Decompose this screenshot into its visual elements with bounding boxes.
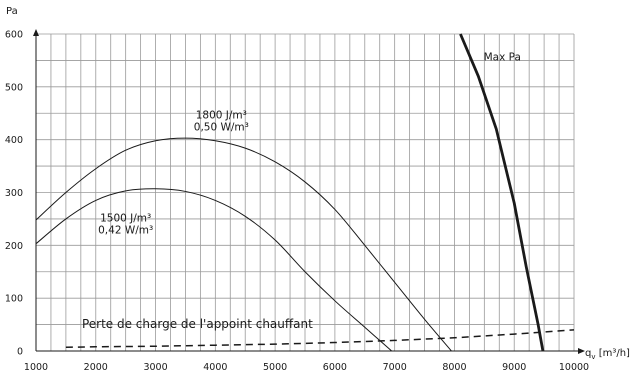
series-line-2 <box>35 188 393 352</box>
y-tick-label: 500 <box>5 82 23 93</box>
series-line-3 <box>459 33 545 352</box>
annotation-4: Perte de charge de l'appoint chauffant <box>82 317 313 331</box>
x-tick-label: 10000 <box>559 362 589 373</box>
series-lines <box>35 33 575 352</box>
x-tick-label: 2000 <box>84 362 108 373</box>
y-axis-label: Pa <box>6 6 18 17</box>
y-tick-label: 100 <box>5 294 23 305</box>
y-tick-label: 600 <box>5 30 23 41</box>
grid <box>36 33 575 351</box>
y-tick-label: 200 <box>5 241 23 252</box>
x-tick-label: 8000 <box>442 362 466 373</box>
y-axis-arrow <box>33 29 39 36</box>
y-tick-label: 300 <box>5 188 23 199</box>
plot-axes <box>33 29 585 354</box>
x-tick-label: 6000 <box>323 362 347 373</box>
y-tick-label: 0 <box>17 347 23 358</box>
x-tick-label: 5000 <box>263 362 287 373</box>
x-tick-label: 7000 <box>383 362 407 373</box>
y-tick-labels: 0 100 200 300 400 500 600 <box>5 30 23 358</box>
annotation-1: 1800 J/m³ 0,50 W/m³ <box>194 110 249 134</box>
x-tick-label: 9000 <box>502 362 526 373</box>
annotation-2: 1500 J/m³ 0,42 W/m³ <box>98 213 153 237</box>
x-axis-label: qv [m³/h] <box>585 348 630 361</box>
x-tick-labels: 1000 2000 3000 4000 5000 6000 7000 8000 9000 1000… <box>24 362 589 373</box>
x-tick-label: 4000 <box>203 362 227 373</box>
x-axis-arrow <box>578 348 585 354</box>
series-line-1 <box>35 137 452 352</box>
chart-annotations: 1800 J/m³ 0,50 W/m³ 1500 J/m³ 0,42 W/m³ Max … <box>82 51 521 330</box>
x-tick-label: 3000 <box>143 362 167 373</box>
annotation-3: Max Pa <box>484 51 521 63</box>
y-tick-label: 400 <box>5 135 23 146</box>
x-tick-label: 1000 <box>24 362 48 373</box>
